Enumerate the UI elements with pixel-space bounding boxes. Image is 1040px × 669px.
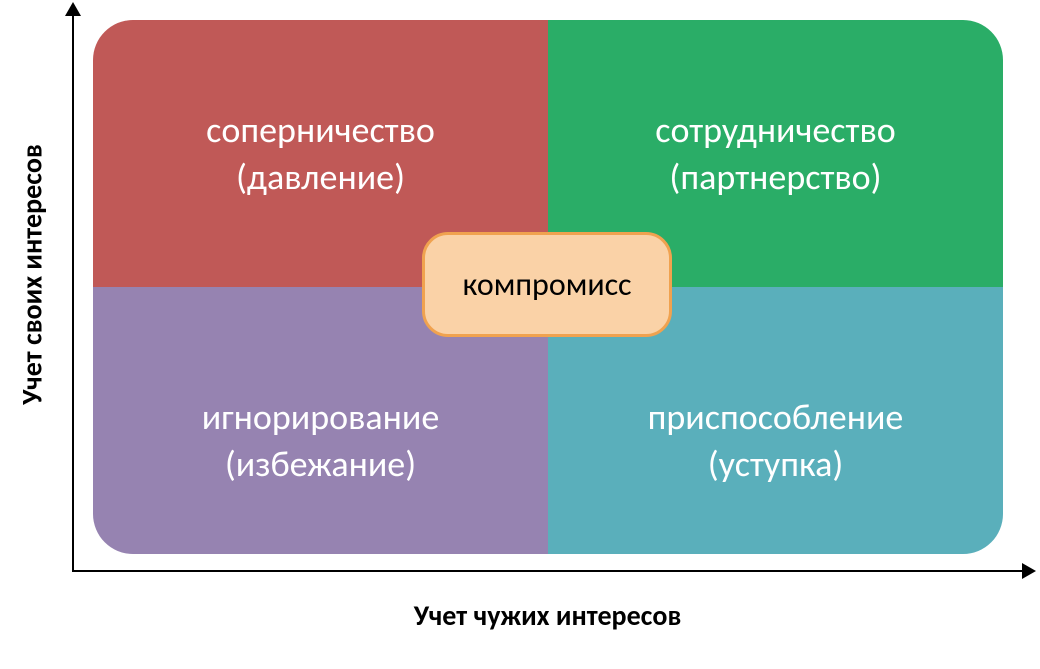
y-axis [72, 10, 74, 572]
quadrant-subtitle: (давление) [236, 154, 405, 201]
x-axis-arrow-icon [1022, 563, 1036, 579]
center-compromise-box: компромисс [422, 232, 672, 337]
center-label: компромисс [462, 265, 631, 304]
quadrant-title: приспособление [648, 394, 904, 441]
y-axis-arrow-icon [65, 2, 81, 16]
quadrant-subtitle: (избежание) [225, 441, 416, 488]
x-axis-label: Учет чужих интересов [75, 598, 1020, 633]
quadrant-title: игнорирование [202, 394, 440, 441]
quadrant-subtitle: (уступка) [708, 441, 844, 488]
quadrant-subtitle: (партнерство) [669, 154, 881, 201]
y-axis-label: Учет своих интересов [15, 75, 50, 475]
x-axis [72, 570, 1029, 572]
quadrant-title: соперничество [206, 107, 435, 154]
quadrant-title: сотрудничество [655, 107, 895, 154]
